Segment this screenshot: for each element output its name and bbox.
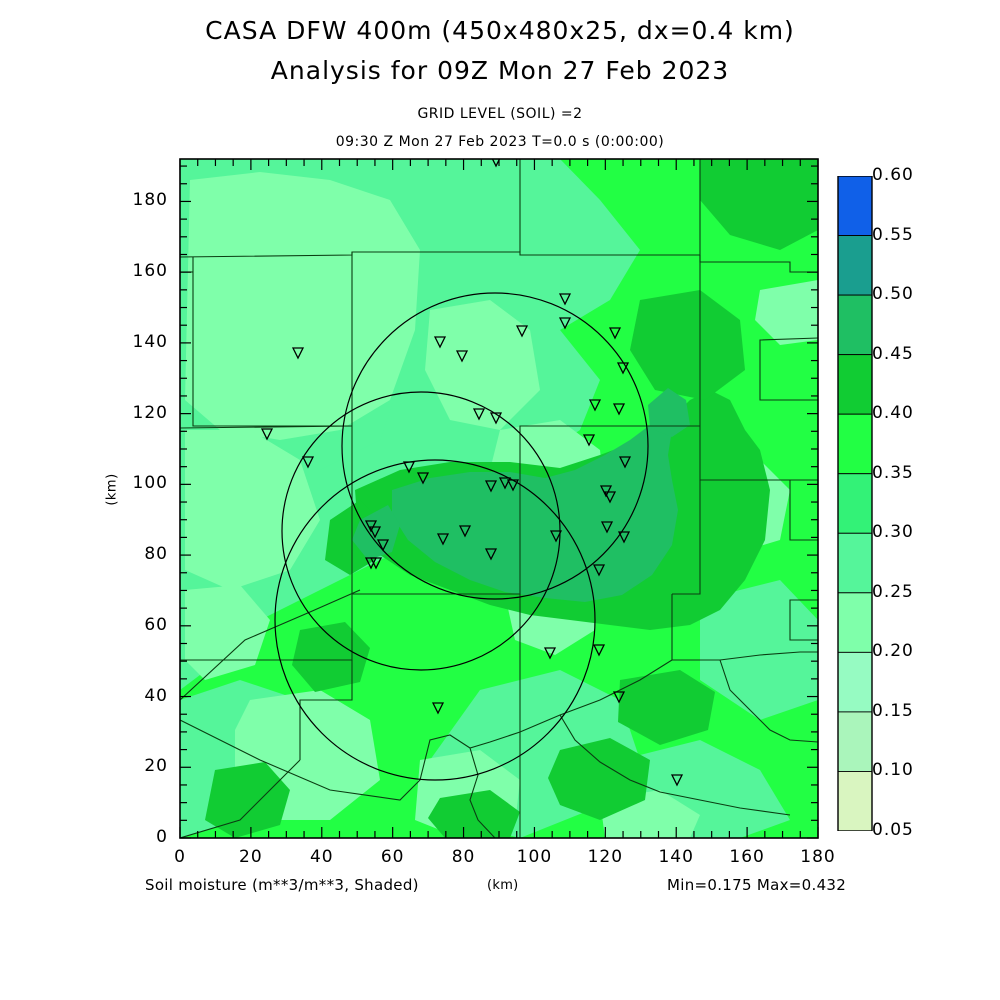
- y-axis-title: (km): [104, 473, 120, 506]
- colorbar-band: [837, 651, 873, 713]
- county-boundary-layer: [180, 159, 818, 838]
- colorbar-band: [837, 771, 873, 831]
- colorbar-tick-label: 0.15: [872, 700, 914, 721]
- x-tick-label: 40: [309, 847, 334, 867]
- colorbar-band: [837, 711, 873, 772]
- y-tick-label: 120: [132, 402, 168, 423]
- x-tick-label: 80: [451, 847, 476, 867]
- colorbar-tick-label: 0.10: [872, 760, 914, 781]
- radar-coverage-circle-south: [274, 459, 596, 781]
- x-tick-label: 0: [174, 847, 186, 867]
- caption-unit: (km): [487, 878, 519, 893]
- colorbar-band: [837, 413, 873, 475]
- colorbar-tick-label: 0.05: [872, 820, 914, 840]
- colorbar-tick-label: 0.25: [872, 581, 914, 602]
- colorbar-band: [837, 473, 873, 534]
- colorbar-band: [837, 354, 873, 415]
- colorbar-band: [837, 294, 873, 356]
- colorbar-tick-label: 0.45: [872, 343, 914, 364]
- plot-axes-frame: [179, 158, 819, 839]
- colorbar: [837, 176, 873, 831]
- colorbar-band: [837, 176, 873, 236]
- x-tick-label: 160: [729, 847, 765, 867]
- station-marker-layer: [260, 159, 684, 787]
- x-tick-label: 140: [658, 847, 694, 867]
- y-tick-label: 20: [144, 756, 168, 777]
- figure-title-line2: Analysis for 09Z Mon 27 Feb 2023: [270, 56, 730, 85]
- colorbar-tick-label: 0.60: [872, 165, 914, 185]
- colorbar-tick-label: 0.20: [872, 641, 914, 662]
- y-tick-label: 160: [132, 261, 168, 282]
- colorbar-tick-label: 0.30: [872, 522, 914, 543]
- timestamp-subtitle: 09:30 Z Mon 27 Feb 2023 T=0.0 s (0:00:00…: [335, 134, 665, 150]
- colorbar-tick-label: 0.40: [872, 403, 914, 424]
- colorbar-tick-label: 0.35: [872, 462, 914, 483]
- contour-shading-layer: [180, 159, 818, 838]
- y-tick-label: 100: [132, 473, 168, 494]
- caption-variable: Soil moisture (m**3/m**3, Shaded): [145, 876, 419, 894]
- colorbar-tick-label: 0.55: [872, 224, 914, 245]
- x-tick-label: 180: [800, 847, 836, 867]
- colorbar-tick-label: 0.50: [872, 284, 914, 305]
- x-tick-label: 120: [587, 847, 624, 867]
- grid-level-subtitle: GRID LEVEL (SOIL) =2: [417, 106, 583, 122]
- x-tick-label: 60: [380, 847, 405, 867]
- colorbar-band: [837, 532, 873, 594]
- y-tick-label: 80: [144, 544, 168, 565]
- y-tick-label: 60: [144, 614, 168, 635]
- x-tick-label: 20: [239, 847, 263, 867]
- y-tick-label: 140: [132, 331, 168, 352]
- y-tick-label: 40: [144, 685, 168, 706]
- colorbar-band: [837, 235, 873, 296]
- y-tick-label: 180: [132, 190, 168, 211]
- x-tick-label: 100: [516, 847, 553, 867]
- radar-coverage-circle-north: [341, 292, 649, 600]
- colorbar-band: [837, 592, 873, 653]
- figure-title-line1: CASA DFW 400m (450x480x25, dx=0.4 km): [205, 16, 795, 45]
- y-tick-label: 0: [156, 827, 168, 847]
- caption-minmax: Min=0.175 Max=0.432: [667, 876, 847, 894]
